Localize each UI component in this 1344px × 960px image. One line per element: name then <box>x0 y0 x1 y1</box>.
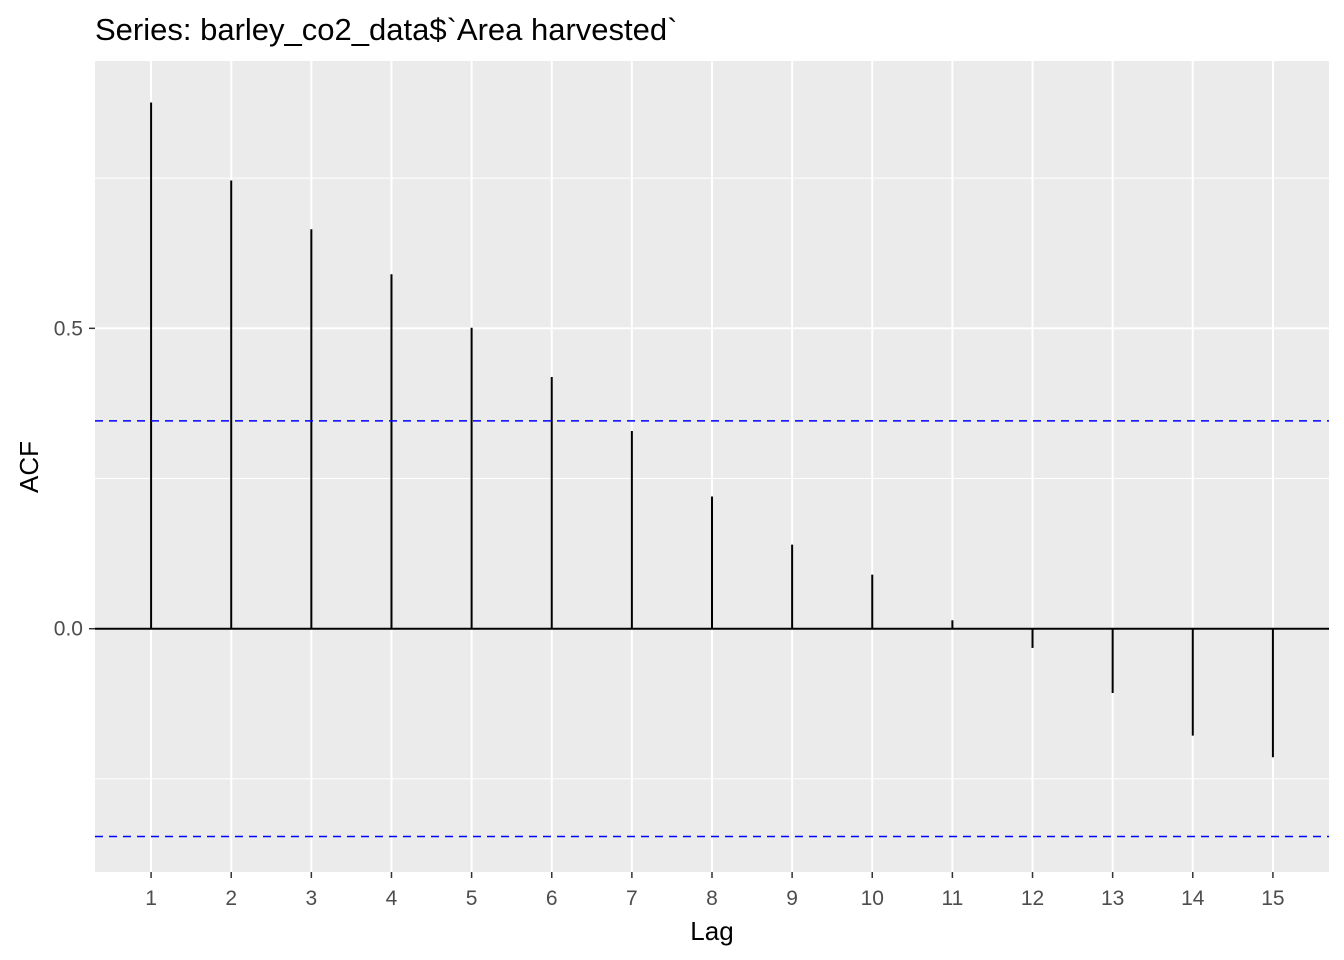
x-tick-label: 10 <box>861 887 884 910</box>
x-tick-label: 5 <box>466 887 478 910</box>
x-tick-label: 8 <box>706 887 718 910</box>
x-tick-label: 14 <box>1181 887 1205 910</box>
x-axis-ticks: 1 2 3 4 5 6 7 8 9 10 11 12 13 14 15 <box>145 872 1285 910</box>
y-axis-title: ACF <box>14 441 44 493</box>
y-tick-label: 0.5 <box>54 317 83 340</box>
x-tick-label: 1 <box>145 887 157 910</box>
x-tick-label: 6 <box>546 887 558 910</box>
acf-bars <box>150 102 1274 758</box>
y-axis-ticks: 0.0 0.5 <box>54 317 95 641</box>
y-tick-label: 0.0 <box>54 618 83 641</box>
x-tick-label: 11 <box>941 887 963 910</box>
x-tick-label: 7 <box>626 887 638 910</box>
x-tick-label: 9 <box>786 887 798 910</box>
x-tick-label: 15 <box>1261 887 1284 910</box>
x-tick-label: 4 <box>386 887 398 910</box>
chart-title: Series: barley_co2_data$`Area harvested` <box>95 12 677 47</box>
x-tick-label: 2 <box>225 887 237 910</box>
confidence-lines <box>95 420 1329 838</box>
x-tick-label: 3 <box>306 887 318 910</box>
x-axis-title: Lag <box>690 916 733 946</box>
x-tick-label: 13 <box>1101 887 1124 910</box>
x-tick-label: 12 <box>1021 887 1044 910</box>
